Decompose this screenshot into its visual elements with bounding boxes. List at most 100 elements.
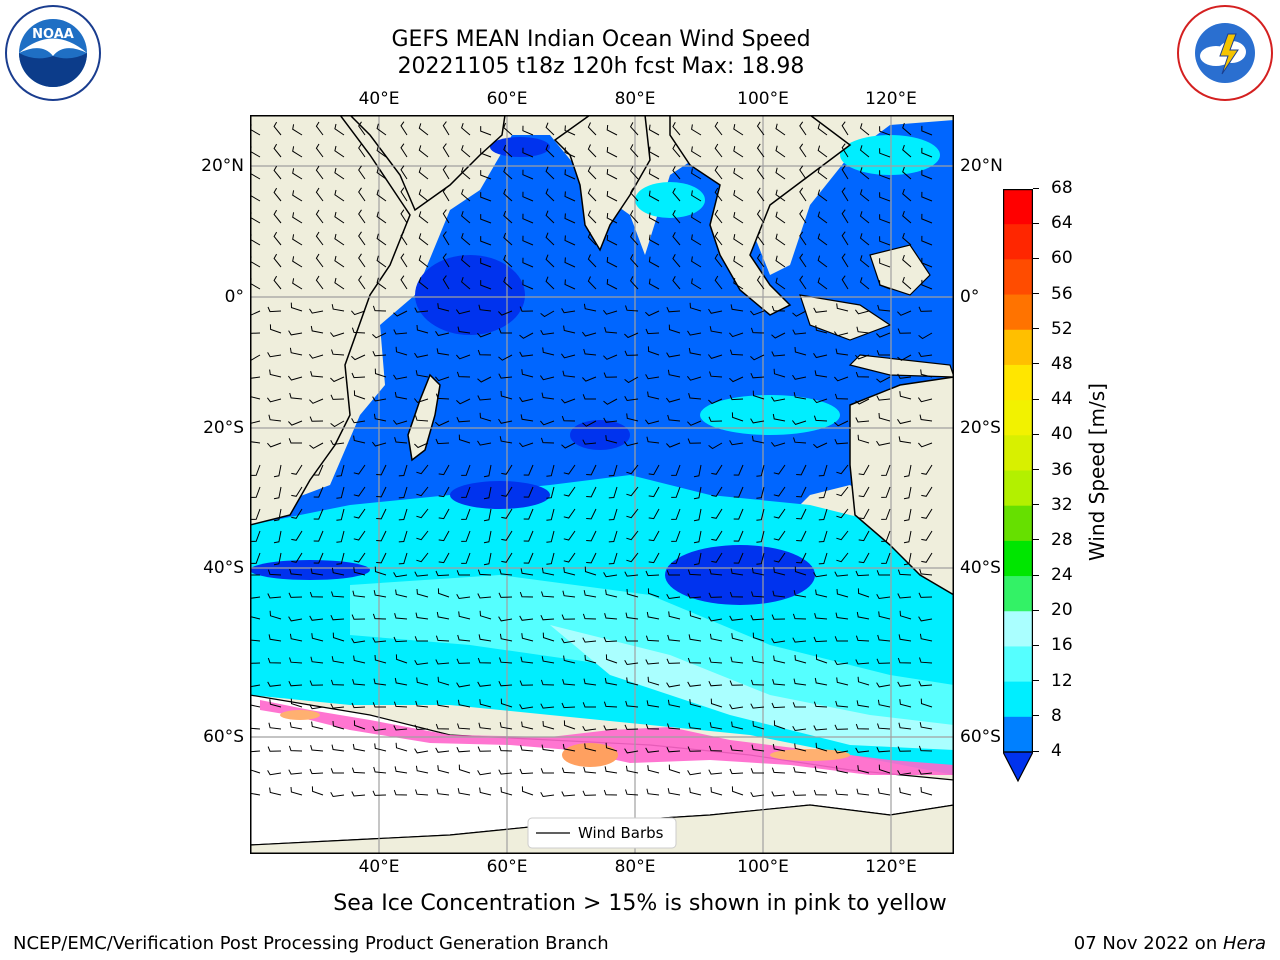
wind-barb [480,214,492,224]
wind-patch [635,182,705,218]
wind-barb [672,165,681,180]
wind-barb [775,277,786,290]
wind-barb [836,464,849,475]
wind-barb [711,552,723,563]
wind-barb [903,508,912,522]
wind-barb [400,165,408,180]
wind-barb [457,326,471,334]
wind-barb [418,255,429,268]
wind-barb [336,530,345,543]
wind-barb [477,332,492,338]
wind-barb [603,309,618,315]
wind-barb [645,310,660,317]
wind-barb [400,253,408,268]
wind-barb [483,530,492,544]
wind-barb [730,745,744,752]
wind-barb [834,724,849,730]
wind-barb [859,145,870,158]
wind-barb [503,254,513,268]
wind-barb [498,310,513,316]
wind-barb [672,187,681,202]
wind-barb [503,232,513,246]
wind-barb [771,396,786,402]
wind-barb [520,656,534,664]
wind-barb [414,398,429,403]
wind-barb [250,420,261,425]
wind-barb [563,567,576,576]
wind-barb [626,588,639,598]
wind-barb [540,437,555,444]
wind-barb [267,770,282,776]
wind-barb [311,721,324,730]
wind-barb [268,722,282,730]
wind-barb [309,680,324,686]
wind-barb [729,680,744,686]
wind-barb [520,745,534,752]
wind-barb [309,615,324,621]
wind-barb [478,634,492,642]
wind-barb [731,412,744,422]
wind-barb [645,328,660,335]
map-frame [250,115,954,854]
wind-barb [833,331,849,337]
wind-barb [733,486,744,498]
wind-barb [500,390,513,400]
wind-barb [461,145,471,158]
wind-barb [834,376,849,382]
wind-barb [334,255,345,268]
wind-barb [546,552,555,565]
wind-barb [311,633,324,642]
wind-barb [606,256,618,268]
wind-barb [645,570,660,577]
wind-barb [603,398,618,405]
wind-barb [666,570,680,576]
wind-barb [584,654,597,664]
wind-barb [881,530,891,542]
wind-barb [498,354,513,361]
wind-barb [414,571,429,577]
wind-barb [545,276,555,290]
wind-barb [334,167,345,180]
wind-barb [330,420,345,428]
wind-barb [435,438,450,445]
wind-barb [376,211,387,224]
wind-barb [855,570,870,577]
wind-barb [498,769,513,775]
wind-barb [817,255,828,268]
wind-barb [461,123,471,136]
wind-barb [267,593,282,599]
wind-barb [330,703,345,709]
wind-barb [351,310,366,316]
colorbar-step [1003,716,1033,753]
wind-barb [836,530,849,541]
wind-barb [897,681,912,687]
colorbar-tick: 24 [1033,565,1073,585]
wind-barb [714,275,723,290]
wind-barb [523,530,534,542]
wind-barb [624,395,639,402]
wind-barb [729,704,744,710]
wind-barb [540,420,555,426]
wind-barb [921,530,933,541]
wind-barb [877,304,891,312]
wind-barb [646,788,660,796]
se-asia-landmass [669,115,852,316]
wind-barb [273,486,282,500]
wind-barb [856,611,870,620]
wind-barb [400,231,408,246]
wind-barb [625,612,639,620]
colorbar-tick: 36 [1033,460,1073,480]
wind-barb [903,464,912,478]
wind-barb [708,745,723,752]
wind-barb [813,701,828,708]
wind-barb [897,593,912,599]
noaa-logo: NOAA [4,4,102,102]
wind-barb [709,326,723,334]
wind-barb [373,413,387,422]
wind-barb [750,791,765,798]
wind-barb [691,278,702,290]
wind-barb [624,748,639,754]
colorbar-step [1003,364,1033,401]
wind-barb [540,329,555,336]
wind-barb [689,302,702,312]
